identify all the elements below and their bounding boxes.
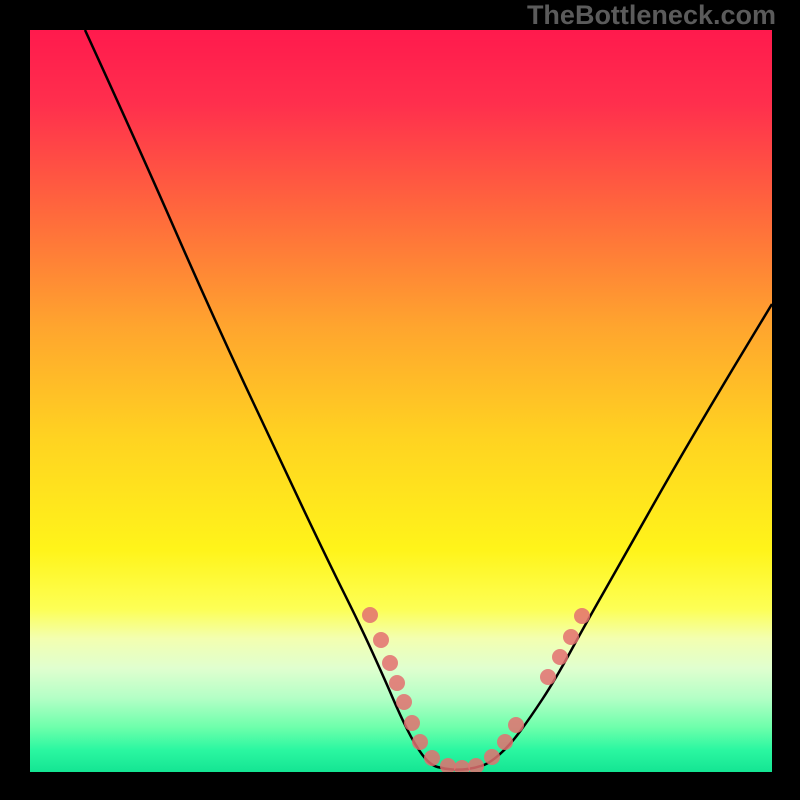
watermark-text: TheBottleneck.com (527, 0, 776, 31)
gradient-background (30, 30, 772, 772)
plot-area (30, 30, 772, 772)
